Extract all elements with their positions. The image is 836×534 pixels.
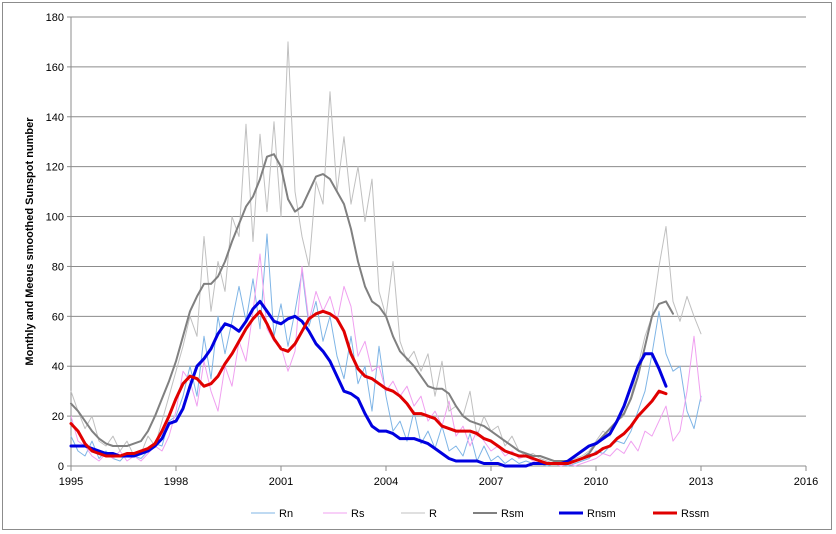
x-tick-label: 2001 [269,476,293,488]
legend: Rn Rs R Rsm Rnsm Rssm [251,508,709,520]
legend-label: Rsm [501,508,524,520]
y-tick-label: 140 [46,112,64,124]
series-line-rn [70,233,702,467]
y-tick-label: 40 [52,361,64,373]
y-tick-label: 80 [52,261,64,273]
series-line-rssm [69,309,668,465]
x-tick-label: 2013 [689,476,713,488]
legend-label: Rssm [681,508,709,520]
y-tick-label: 20 [52,411,64,423]
legend-item-rnsm: Rnsm [559,508,616,520]
y-tick-label: 100 [46,212,64,224]
x-tick-label: 2010 [584,476,608,488]
y-tick-label: 180 [46,12,64,24]
gridlines [71,16,806,467]
legend-item-rsm: Rsm [473,508,524,520]
y-tick-label: 60 [52,311,64,323]
sunspot-line-chart: 1995 1998 2001 2004 2007 2010 2013 2016 0 20 40 60… [24,12,818,520]
legend-item-rn: Rn [251,508,293,520]
series-line-rsm [70,153,674,462]
y-tick-label: 160 [46,62,64,74]
legend-item-r: R [401,508,437,520]
series-line-r [70,41,702,464]
y-axis-label: Monthly and Meeus smoothed Sunspot numbe… [24,117,36,366]
x-tick-label: 1998 [164,476,188,488]
legend-label: R [429,508,437,520]
y-axis: 0 20 40 60 80 100 120 140 160 180 [46,12,71,473]
x-axis: 1995 1998 2001 2004 2007 2010 2013 2016 [59,466,818,488]
series-layer [69,41,702,468]
series-line-rs [70,253,702,467]
x-tick-label: 2007 [479,476,503,488]
legend-label: Rs [351,508,365,520]
y-tick-label: 0 [58,461,64,473]
x-tick-label: 1995 [59,476,83,488]
x-tick-label: 2016 [794,476,818,488]
y-tick-label: 120 [46,162,64,174]
x-tick-label: 2004 [374,476,398,488]
series-line-rnsm [69,299,668,468]
legend-item-rssm: Rssm [653,508,709,520]
legend-label: Rnsm [587,508,616,520]
legend-item-rs: Rs [323,508,365,520]
legend-label: Rn [279,508,293,520]
